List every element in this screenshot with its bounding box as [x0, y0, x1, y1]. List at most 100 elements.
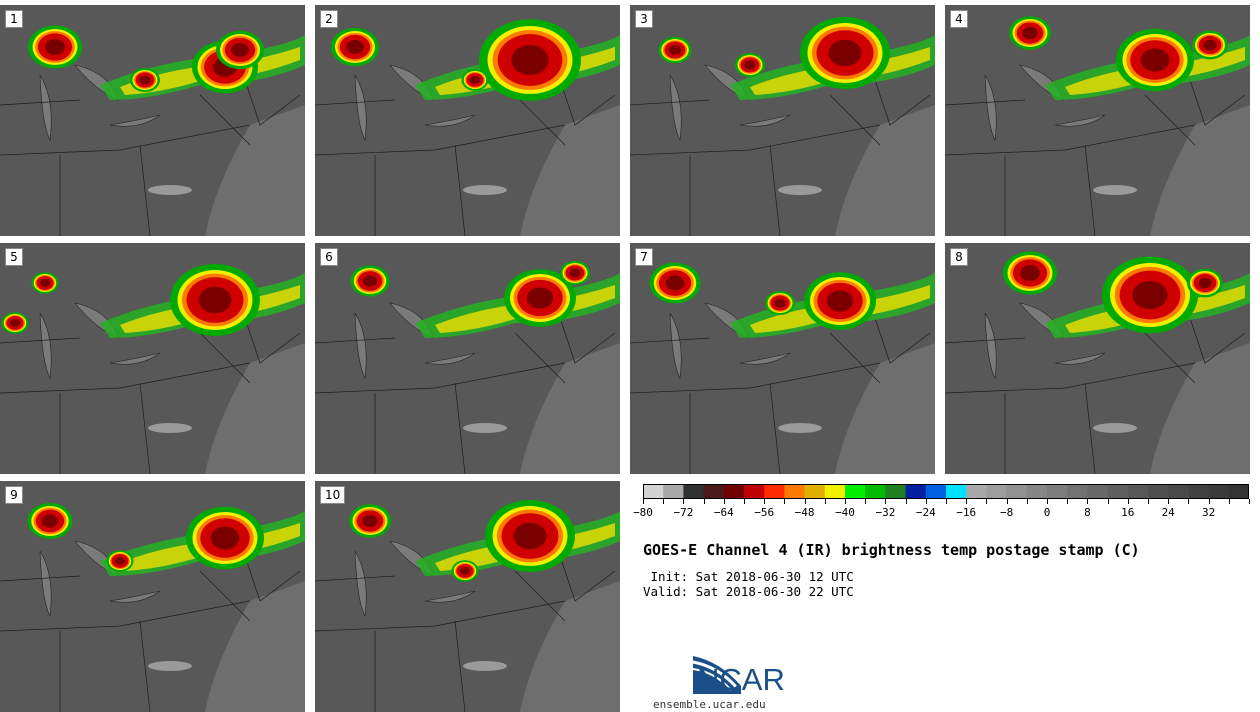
panel-label: 8 [950, 248, 968, 266]
colorbar-tick [804, 499, 806, 504]
postage-stamp-panel-2: 2 [315, 5, 620, 236]
panel-label: 7 [635, 248, 653, 266]
colorbar-swatch [824, 484, 846, 499]
colorbar-tick [1047, 499, 1048, 504]
colorbar-swatch [966, 484, 987, 499]
ir-map-image [0, 481, 305, 712]
ir-map-image [630, 5, 935, 236]
colorbar-tick [905, 499, 907, 504]
postage-stamp-panel-3: 3 [630, 5, 935, 236]
colorbar-swatch [986, 484, 1008, 499]
colorbar-tick [744, 499, 745, 504]
postage-stamp-panel-4: 4 [945, 5, 1250, 236]
valid-time: Valid: Sat 2018-06-30 22 UTC [643, 584, 854, 599]
colorbar-swatch [683, 484, 705, 499]
ir-map-image [630, 243, 935, 474]
colorbar-ticks: −80 −72 −64 −56 −48 −40 −32 −24 −16 −8 0 8 16 24 32 [633, 499, 1250, 521]
postage-stamp-panel-8: 8 [945, 243, 1250, 474]
colorbar-swatch [744, 484, 765, 499]
colorbar [643, 484, 1249, 499]
postage-stamp-panel-6: 6 [315, 243, 620, 474]
colorbar-tick [1127, 499, 1129, 504]
colorbar-swatch [643, 484, 664, 499]
colorbar-tick [1249, 499, 1250, 504]
colorbar-tick-label: 8 [1084, 506, 1091, 519]
colorbar-tick [946, 499, 947, 504]
colorbar-tick [764, 499, 766, 504]
colorbar-tick [1107, 499, 1109, 504]
ir-map-image [315, 481, 620, 712]
ir-map-image [945, 243, 1250, 474]
postage-stamp-panel-10: 10 [315, 481, 620, 712]
colorbar-swatch [703, 484, 725, 499]
colorbar-tick-label: −24 [915, 506, 936, 519]
colorbar-tick [643, 499, 644, 504]
postage-stamp-panel-1: 1 [0, 5, 305, 236]
logo-wordmark: NCAR [697, 662, 785, 697]
panel-label: 4 [950, 10, 968, 28]
panel-label: 2 [320, 10, 338, 28]
colorbar-tick [1168, 499, 1170, 504]
colorbar-swatch [865, 484, 886, 499]
colorbar-tick [1067, 499, 1069, 504]
colorbar-swatch [784, 484, 806, 499]
colorbar-swatch [1208, 484, 1230, 499]
colorbar-tick-label: −16 [956, 506, 977, 519]
colorbar-tick-label: −80 [633, 506, 653, 519]
colorbar-swatch [1006, 484, 1028, 499]
colorbar-swatch [1127, 484, 1149, 499]
colorbar-tick-label: −72 [673, 506, 694, 519]
colorbar-tick-label: −64 [713, 506, 734, 519]
colorbar-tick [865, 499, 867, 504]
colorbar-tick [1208, 499, 1210, 504]
colorbar-tick-label: 24 [1161, 506, 1175, 519]
panel-label: 10 [320, 486, 346, 504]
colorbar-tick-label: −32 [875, 506, 896, 519]
colorbar-swatch [925, 484, 947, 499]
ir-map-image [0, 5, 305, 236]
colorbar-tick-label: −8 [999, 506, 1014, 519]
colorbar-tick-label: −48 [794, 506, 815, 519]
ncar-logo-icon [692, 656, 741, 694]
colorbar-swatch [1168, 484, 1189, 499]
colorbar-tick [1026, 499, 1028, 504]
colorbar-tick [885, 499, 887, 504]
colorbar-tick-label: 16 [1121, 506, 1135, 519]
colorbar-swatch [804, 484, 826, 499]
colorbar-tick [966, 499, 968, 504]
colorbar-tick [1188, 499, 1190, 504]
colorbar-tick [1228, 499, 1230, 504]
ir-map-image [0, 243, 305, 474]
postage-stamp-panel-7: 7 [630, 243, 935, 474]
colorbar-swatch [1047, 484, 1068, 499]
init-time: Init: Sat 2018-06-30 12 UTC [643, 569, 854, 584]
colorbar-tick [1087, 499, 1089, 504]
colorbar-swatch [1087, 484, 1109, 499]
colorbar-swatch [1148, 484, 1169, 499]
colorbar-tick [1006, 499, 1008, 504]
colorbar-tick [663, 499, 665, 504]
panel-label: 9 [5, 486, 23, 504]
panel-label: 1 [5, 10, 23, 28]
colorbar-swatch [885, 484, 907, 499]
colorbar-tick-label: 32 [1201, 506, 1216, 519]
colorbar-tick [784, 499, 786, 504]
logo-url: ensemble.ucar.edu [653, 698, 766, 711]
colorbar-tick-label: −56 [754, 506, 775, 519]
ir-map-image [315, 5, 620, 236]
panel-label: 5 [5, 248, 23, 266]
colorbar-swatch [1107, 484, 1129, 499]
ir-map-image [315, 243, 620, 474]
postage-stamp-panel-9: 9 [0, 481, 305, 712]
colorbar-tick [703, 499, 705, 504]
colorbar-swatch [764, 484, 785, 499]
colorbar-tick-label: −40 [835, 506, 855, 519]
colorbar-tick [824, 499, 826, 504]
ir-map-image [945, 5, 1250, 236]
colorbar-swatch [1188, 484, 1210, 499]
colorbar-swatch [663, 484, 684, 499]
panel-label: 3 [635, 10, 653, 28]
colorbar-swatch [1228, 484, 1249, 499]
plot-title: GOES-E Channel 4 (IR) brightness temp po… [643, 541, 1140, 559]
colorbar-tick-label: 0 [1043, 506, 1051, 519]
